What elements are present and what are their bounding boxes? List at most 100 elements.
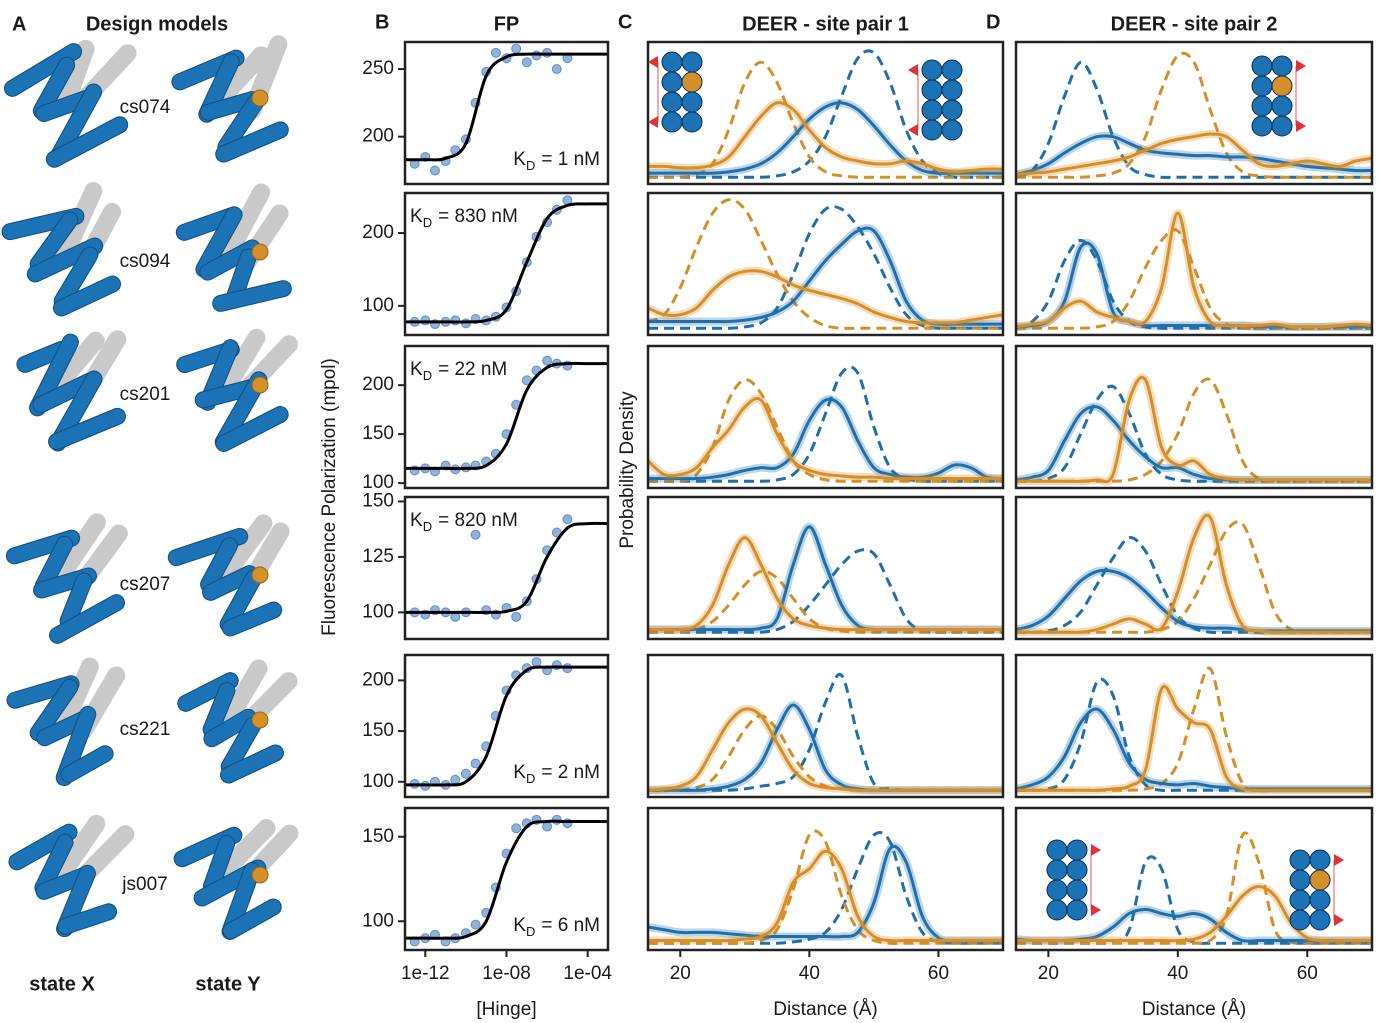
kd-subscript: D [423,519,432,534]
panel-label: C [618,11,632,33]
schematic-bead [1046,899,1068,921]
helix-shadow [51,814,106,886]
helix [55,705,97,787]
kd-text: = 2 nM [541,762,600,783]
schematic-bead [921,79,943,101]
measured-distribution [1016,134,1372,176]
plot-frame [403,806,610,952]
plot-frame [1014,40,1374,186]
helix [52,275,122,317]
fit-curve [405,361,608,471]
kd-subscript: D [423,215,432,230]
y-tick-label: 100 [362,472,394,493]
confidence-band [648,522,1003,634]
model-distribution [1016,238,1372,330]
spin-label [1091,904,1101,916]
schematic-bead [661,51,683,73]
measured-distribution [1016,375,1372,484]
y-tick-label: 100 [362,601,394,622]
x-tick-label: 20 [670,963,691,984]
plot-frame [403,191,610,337]
plot-frame [646,344,1005,490]
schematic-bead [1271,75,1293,97]
data-point [429,165,440,176]
kd-text: = 830 nM [438,206,518,227]
helix [220,744,284,784]
helix [221,601,283,637]
y-tick-label: 100 [362,771,394,792]
kd-subscript: D [526,771,535,786]
x-tick-label: 20 [1038,963,1059,984]
data-point [511,823,522,834]
model-distribution [648,829,1003,945]
spin-label [648,56,658,68]
data-point [562,514,573,525]
schematic-bead [1251,115,1273,137]
plot-frame [646,653,1005,799]
kd-text: = 22 nM [438,359,507,380]
schematic-bead [681,71,703,93]
spin-label [1334,914,1344,926]
fit-curve [405,52,608,162]
protein-illustration [177,659,298,784]
schematic-bead [1289,849,1311,871]
confidence-band [1016,402,1372,484]
helix [6,675,80,709]
kd-symbol: K [410,510,423,531]
kd-subscript: D [526,924,535,939]
model-distribution [1016,677,1372,793]
schematic-bead [1251,95,1273,117]
protein-illustration [3,39,137,168]
x-tick-label: 40 [799,963,820,984]
schematic-bead [1046,859,1068,881]
model-distribution [1016,520,1372,634]
data-point [470,919,481,930]
helix [3,43,83,97]
spin-label-schematic [1289,849,1344,931]
panel-title: Design models [86,13,228,35]
kd-label: KD = 22 nM [410,359,507,383]
protein-illustration [167,514,290,637]
measured-distribution [648,226,1003,326]
protein-illustration [173,819,299,940]
kd-symbol: K [513,149,526,170]
measured-distribution [648,707,1003,792]
measured-distribution [648,269,1003,325]
schematic-bead [921,59,943,81]
kd-label: KD = 1 nM [513,149,600,173]
protein-illustration [6,657,126,787]
helix-shadow [217,328,266,397]
schematic-bead [1046,839,1068,861]
kd-symbol: K [513,762,526,783]
measured-distribution [648,525,1003,632]
panel-title: FP [494,13,520,35]
confidence-band [648,842,1003,945]
model-distribution [648,365,1003,483]
x-tick-label: 60 [928,963,949,984]
helix [60,745,114,783]
plot-frame [1014,191,1374,337]
data-point [542,821,553,832]
schematic-bead [1251,55,1273,77]
y-tick-label: 200 [362,126,394,147]
schematic-bead [1066,859,1088,881]
plot-frame [403,653,610,799]
spin-label [1296,120,1306,132]
state-label: state Y [195,973,261,995]
plot-frame [1014,495,1374,641]
data-point [460,768,471,779]
spin-label [1296,60,1306,72]
x-tick-label: 40 [1167,963,1188,984]
confidence-band [648,266,1003,328]
y-tick-label: 200 [362,374,394,395]
fit-curve [405,819,608,940]
model-distribution [648,49,1003,180]
panel-title: DEER - site pair 1 [742,13,909,35]
measured-distribution [1016,884,1372,943]
kd-text: = 820 nM [438,510,518,531]
data-point [531,657,542,668]
kd-symbol: K [513,915,526,936]
helix [215,121,289,163]
x-tick-label: 1e-08 [482,963,531,984]
plot-frame [1014,344,1374,490]
